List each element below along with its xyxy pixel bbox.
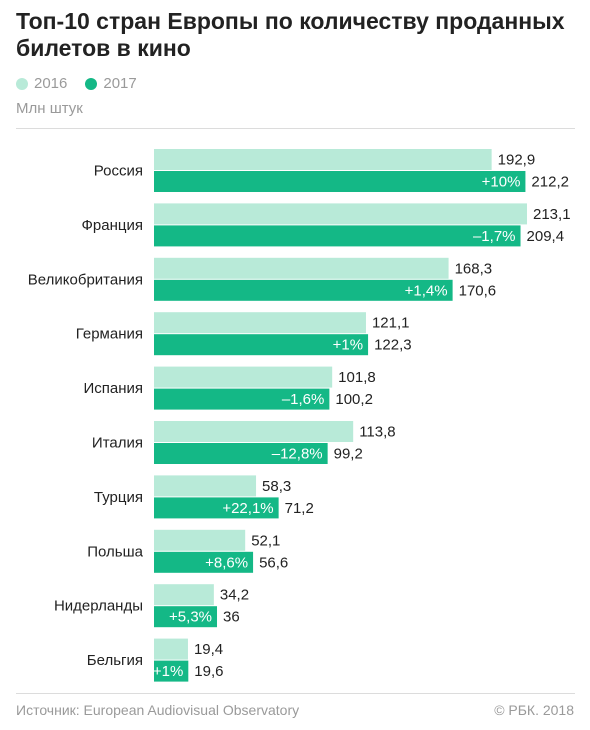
legend-swatch-2016 bbox=[16, 77, 28, 90]
change-label: +5,3% bbox=[169, 609, 212, 626]
category-label: Бельгия bbox=[87, 652, 143, 669]
bar-2017 bbox=[154, 606, 218, 628]
bar-2016 bbox=[154, 475, 257, 497]
change-label: +22,1% bbox=[222, 500, 273, 517]
bar-2016 bbox=[154, 366, 333, 388]
category-label: Турция bbox=[94, 489, 143, 506]
value-label-2016: 19,4 bbox=[194, 641, 223, 658]
value-label-2017: 122,3 bbox=[374, 337, 412, 354]
value-label-2017: 56,6 bbox=[259, 554, 288, 571]
bar-2017 bbox=[154, 388, 330, 410]
bar-2016 bbox=[154, 203, 527, 225]
chart-title: Топ-10 стран Европы по количеству продан… bbox=[16, 8, 565, 61]
category-label: Польша bbox=[87, 543, 143, 560]
category-label: Германия bbox=[76, 326, 143, 343]
bar-2016 bbox=[154, 149, 492, 170]
top-divider bbox=[16, 128, 575, 129]
bar-2017 bbox=[154, 279, 453, 301]
copyright: © РБК. 2018 bbox=[494, 702, 574, 718]
value-label-2016: 113,8 bbox=[359, 424, 395, 441]
source-note: Источник: European Audiovisual Observato… bbox=[16, 702, 300, 718]
value-label-2016: 192,9 bbox=[498, 152, 536, 169]
bar-2016 bbox=[154, 421, 354, 442]
value-label-2017: 99,2 bbox=[334, 446, 363, 463]
value-label-2016: 121,1 bbox=[372, 315, 410, 332]
bar-2016 bbox=[154, 312, 366, 334]
bar-2017 bbox=[154, 443, 328, 464]
legend-swatch-2017 bbox=[85, 77, 98, 90]
legend-item-2016: 2016 bbox=[16, 75, 67, 92]
change-label: +8,6% bbox=[205, 554, 248, 571]
category-label: Нидерланды bbox=[54, 598, 143, 615]
bar-2017 bbox=[154, 551, 254, 573]
change-label: +1% bbox=[333, 337, 363, 354]
bar-2017 bbox=[154, 660, 189, 682]
legend-label-2016: 2016 bbox=[34, 75, 68, 92]
value-label-2017: 212,2 bbox=[531, 174, 569, 191]
change-label: +10% bbox=[482, 174, 521, 191]
legend: 2016 2017 bbox=[16, 75, 155, 92]
bar-2016 bbox=[154, 584, 214, 606]
value-label-2017: 36 bbox=[223, 609, 240, 626]
bar-2017 bbox=[154, 171, 526, 192]
value-label-2017: 19,6 bbox=[194, 663, 223, 680]
value-label-2017: 100,2 bbox=[335, 391, 373, 408]
bar-2017 bbox=[154, 225, 521, 247]
bar-2016 bbox=[154, 257, 449, 279]
value-label-2017: 209,4 bbox=[527, 228, 565, 245]
change-label: –1,7% bbox=[473, 228, 516, 245]
bar-2016 bbox=[154, 529, 246, 551]
legend-label-2017: 2017 bbox=[103, 75, 137, 92]
bottom-divider bbox=[16, 693, 575, 694]
bar-2017 bbox=[154, 497, 279, 519]
category-label: Италия bbox=[92, 435, 143, 452]
change-label: +1,4% bbox=[405, 282, 448, 299]
bar-2017 bbox=[154, 334, 369, 356]
value-label-2017: 170,6 bbox=[459, 282, 497, 299]
value-label-2016: 58,3 bbox=[262, 478, 291, 495]
change-label: +1% bbox=[153, 663, 183, 680]
bar-2016 bbox=[154, 638, 188, 660]
value-label-2016: 34,2 bbox=[220, 587, 249, 604]
value-label-2017: 71,2 bbox=[285, 500, 314, 517]
category-label: Великобритания bbox=[28, 271, 143, 288]
value-label-2016: 52,1 bbox=[251, 532, 280, 549]
value-label-2016: 213,1 bbox=[533, 206, 571, 223]
change-label: –12,8% bbox=[272, 446, 323, 463]
category-label: Франция bbox=[82, 217, 143, 234]
value-label-2016: 168,3 bbox=[455, 260, 493, 277]
legend-item-2017: 2017 bbox=[85, 75, 137, 92]
change-label: –1,6% bbox=[282, 391, 325, 408]
category-label: Россия bbox=[94, 163, 143, 180]
unit-label: Млн штук bbox=[16, 100, 83, 117]
value-label-2016: 101,8 bbox=[338, 369, 376, 386]
category-label: Испания bbox=[83, 380, 143, 397]
